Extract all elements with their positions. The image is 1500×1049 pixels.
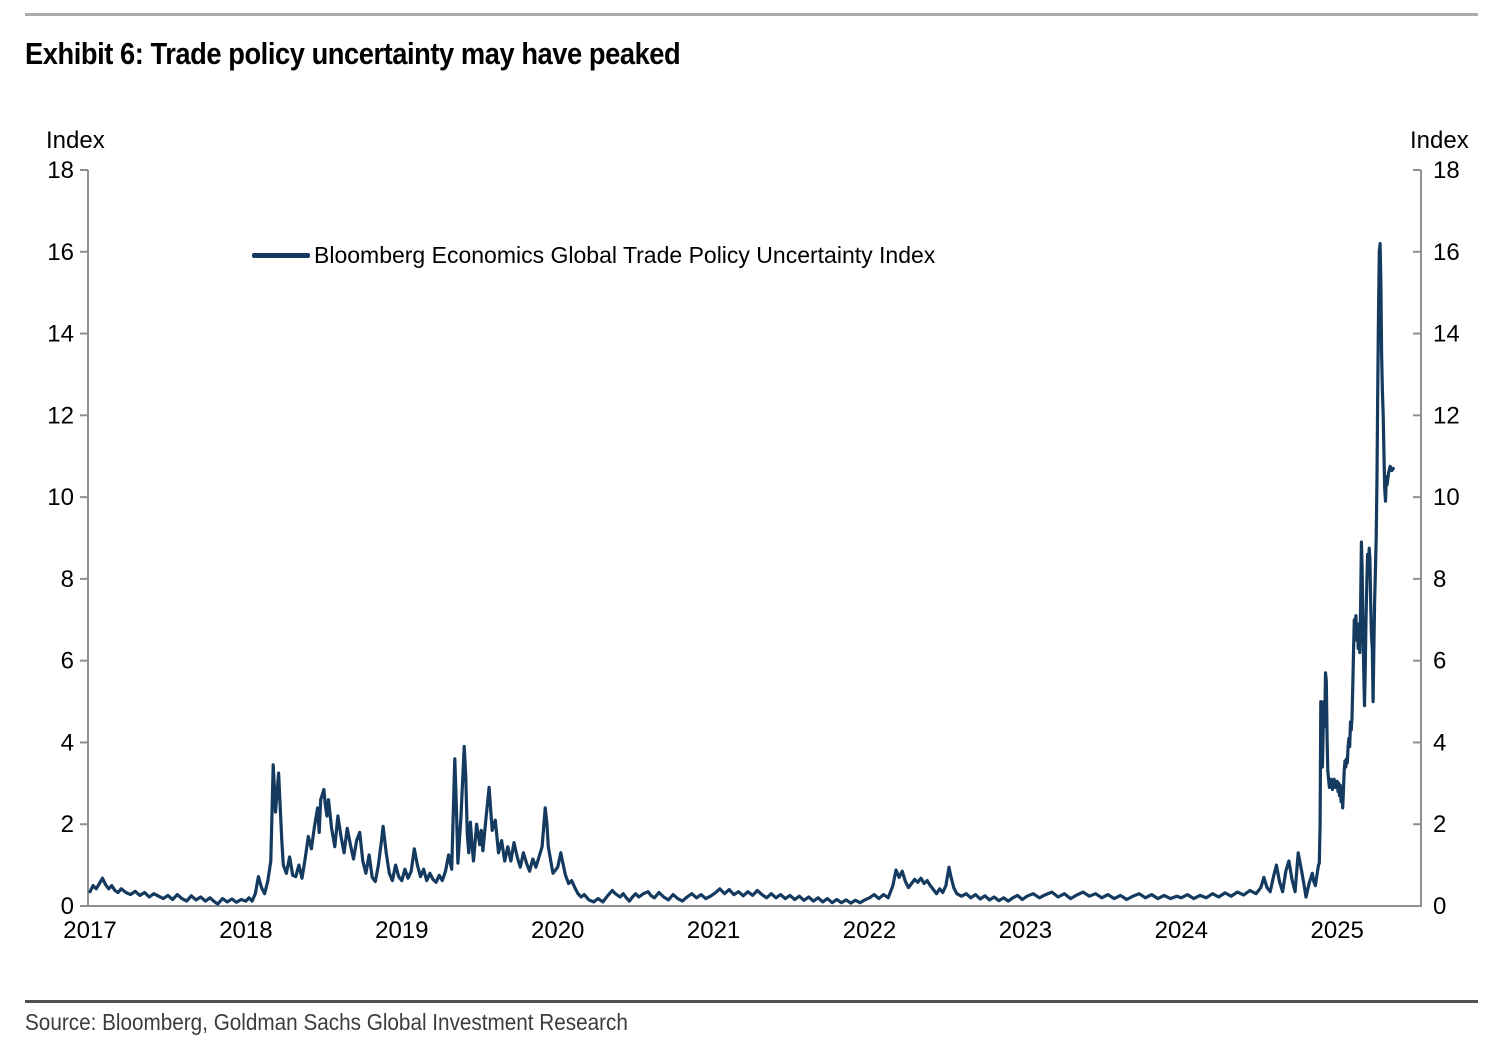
- y-tick-label-left: 4: [61, 729, 74, 756]
- y-tick-label-right: 0: [1433, 893, 1446, 920]
- y-tick-label-left: 16: [47, 239, 74, 266]
- x-tick-label: 2024: [1155, 917, 1208, 944]
- y-tick-label-right: 8: [1433, 566, 1446, 593]
- y-tick-label-right: 14: [1433, 321, 1460, 348]
- x-tick-label: 2017: [63, 917, 116, 944]
- legend-label: Bloomberg Economics Global Trade Policy …: [314, 242, 936, 268]
- uncertainty-index-line: [88, 242, 1395, 906]
- x-tick-label: 2018: [219, 917, 272, 944]
- legend: Bloomberg Economics Global Trade Policy …: [252, 242, 935, 269]
- y-tick-label-right: 10: [1433, 484, 1460, 511]
- y-axis-unit-right: Index: [1410, 127, 1469, 154]
- y-tick-label-left: 14: [47, 321, 74, 348]
- y-tick-label-right: 4: [1433, 729, 1446, 756]
- top-rule: [25, 13, 1478, 16]
- legend-line-swatch: [252, 253, 310, 258]
- x-tick-label: 2023: [999, 917, 1052, 944]
- source-note: Source: Bloomberg, Goldman Sachs Global …: [25, 1009, 628, 1035]
- y-tick-label-right: 2: [1433, 811, 1446, 838]
- x-tick-label: 2019: [375, 917, 428, 944]
- y-tick-label-right: 6: [1433, 648, 1446, 675]
- y-tick-label-left: 12: [47, 402, 74, 429]
- exhibit-title: Exhibit 6: Trade policy uncertainty may …: [25, 36, 681, 71]
- y-tick-label-left: 0: [61, 893, 74, 920]
- y-tick-label-left: 10: [47, 484, 74, 511]
- axes-frame: [87, 170, 1422, 907]
- y-tick-label-right: 18: [1433, 157, 1460, 184]
- y-tick-label-right: 12: [1433, 402, 1460, 429]
- y-axis-unit-left: Index: [46, 127, 105, 154]
- y-tick-label-left: 18: [47, 157, 74, 184]
- y-tick-label-left: 6: [61, 648, 74, 675]
- x-tick-label: 2022: [843, 917, 896, 944]
- y-tick-label-left: 2: [61, 811, 74, 838]
- x-tick-label: 2025: [1311, 917, 1364, 944]
- x-tick-label: 2021: [687, 917, 740, 944]
- x-tick-label: 2020: [531, 917, 584, 944]
- y-tick-label-left: 8: [61, 566, 74, 593]
- bottom-rule: [25, 1000, 1478, 1003]
- y-tick-label-right: 16: [1433, 239, 1460, 266]
